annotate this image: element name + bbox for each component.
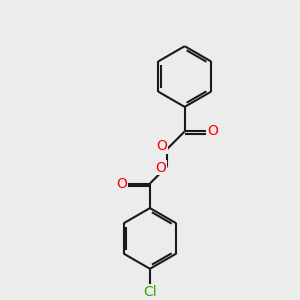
Text: Cl: Cl <box>143 285 157 299</box>
Text: O: O <box>207 124 218 138</box>
Text: O: O <box>117 176 128 190</box>
Text: O: O <box>155 160 167 175</box>
Text: O: O <box>156 139 167 153</box>
